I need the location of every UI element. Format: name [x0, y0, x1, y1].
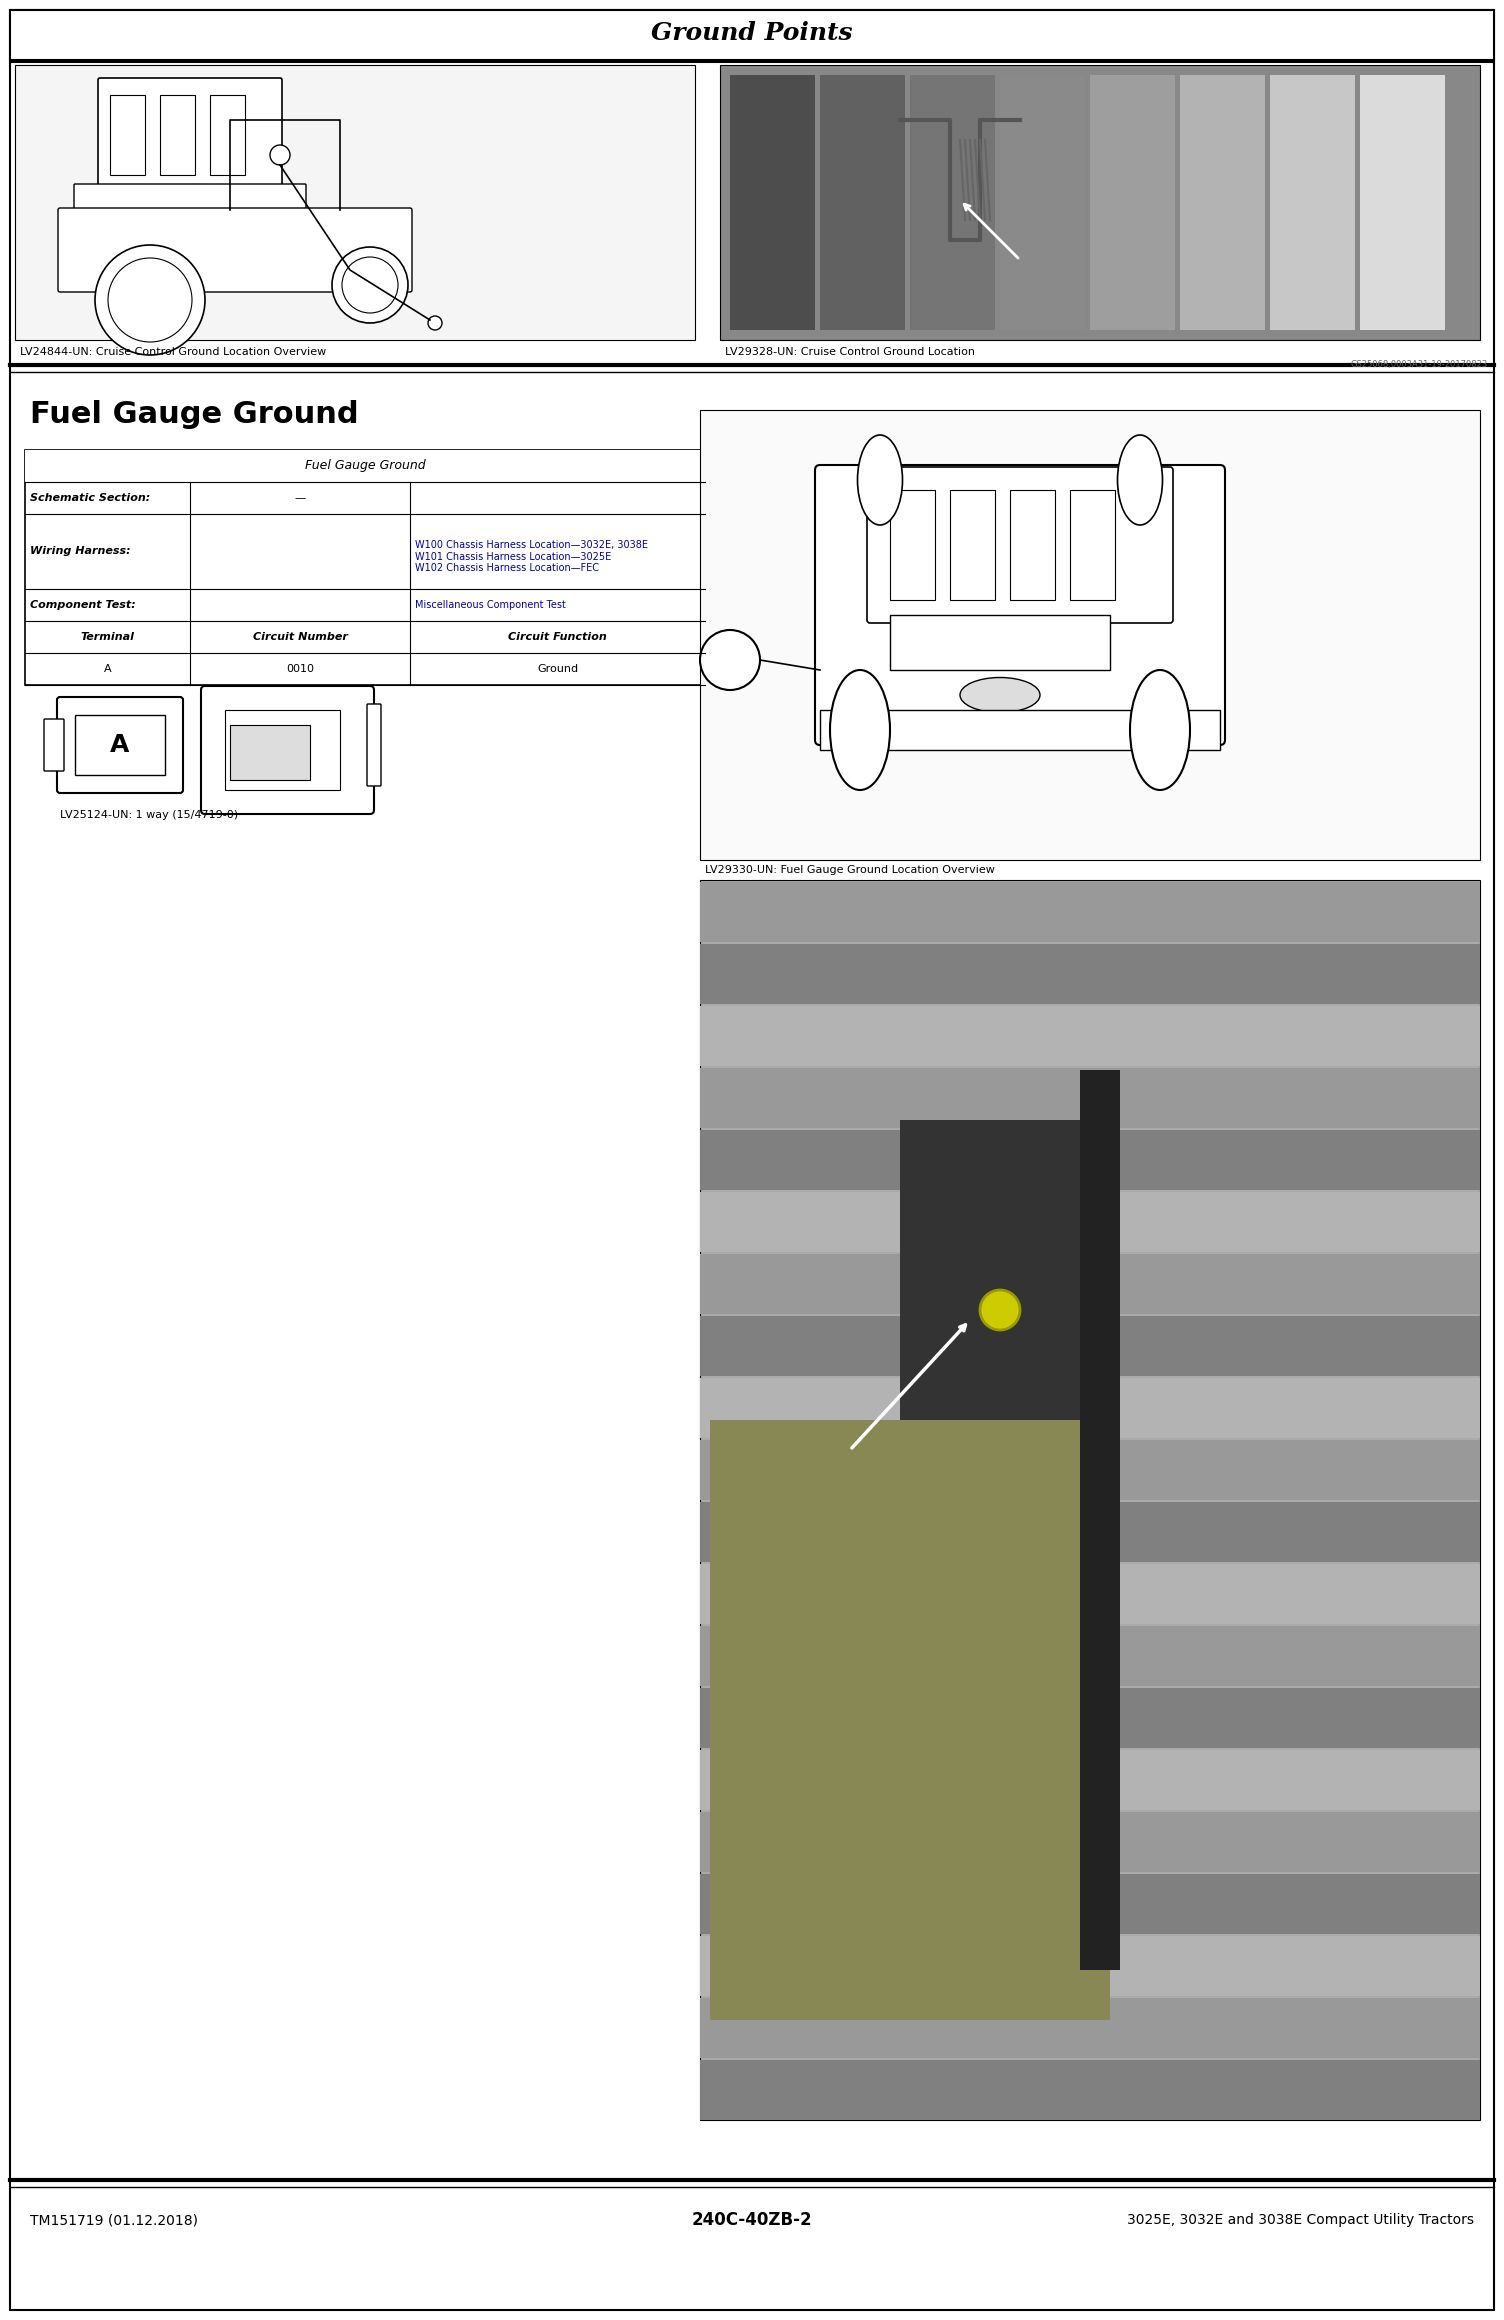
Bar [699, 1875, 1480, 1935]
Text: —: — [295, 494, 305, 503]
Bar [1181, 74, 1265, 329]
Text: Terminal: Terminal [81, 631, 134, 643]
Bar [710, 1420, 1110, 2021]
Circle shape [981, 1290, 1020, 1329]
Text: Circuit Function: Circuit Function [508, 631, 608, 643]
Bar [1269, 74, 1355, 329]
Bar [1011, 490, 1054, 601]
Text: LV24844-UN: Cruise Control Ground Location Overview: LV24844-UN: Cruise Control Ground Locati… [20, 348, 326, 357]
Bar [1080, 1070, 1120, 1970]
Text: GS25068,0003A31-19-20170823: GS25068,0003A31-19-20170823 [1351, 360, 1487, 369]
Text: Component Test:: Component Test: [30, 601, 135, 610]
FancyBboxPatch shape [202, 687, 374, 814]
Bar [699, 1130, 1480, 1190]
Bar [211, 95, 245, 174]
FancyBboxPatch shape [815, 464, 1224, 745]
Text: Circuit Number: Circuit Number [253, 631, 347, 643]
Bar [26, 450, 705, 483]
Text: A: A [104, 664, 111, 675]
Bar [699, 1378, 1480, 1438]
Text: W100 Chassis Harness Location—3032E, 3038E
W101 Chassis Harness Location—3025E
W: W100 Chassis Harness Location—3032E, 303… [415, 541, 648, 573]
Bar [75, 715, 165, 775]
Bar [699, 2060, 1480, 2120]
Bar [699, 411, 1480, 861]
Bar [230, 724, 310, 780]
Circle shape [341, 258, 399, 313]
Text: Fuel Gauge Ground: Fuel Gauge Ground [305, 459, 426, 473]
Circle shape [429, 316, 442, 329]
Bar [699, 1255, 1480, 1313]
Bar [890, 615, 1110, 670]
Bar [159, 95, 196, 174]
Bar [1360, 74, 1445, 329]
Ellipse shape [1130, 670, 1190, 791]
Bar [226, 710, 340, 791]
Text: Ground: Ground [537, 664, 578, 675]
Text: TM151719 (01.12.2018): TM151719 (01.12.2018) [30, 2213, 199, 2227]
Bar [820, 74, 905, 329]
FancyBboxPatch shape [367, 703, 381, 786]
Bar [699, 1935, 1480, 1995]
Text: LV29330-UN: Fuel Gauge Ground Location Overview: LV29330-UN: Fuel Gauge Ground Location O… [705, 865, 994, 875]
Bar [951, 490, 996, 601]
Circle shape [108, 258, 193, 341]
FancyBboxPatch shape [866, 466, 1173, 624]
Text: 3025E, 3032E and 3038E Compact Utility Tractors: 3025E, 3032E and 3038E Compact Utility T… [1126, 2213, 1474, 2227]
Circle shape [271, 144, 290, 165]
FancyBboxPatch shape [59, 209, 412, 292]
Bar [699, 1626, 1480, 1687]
Bar [699, 1501, 1480, 1561]
Text: Ground Points: Ground Points [651, 21, 853, 44]
Text: LV29328-UN: Cruise Control Ground Location: LV29328-UN: Cruise Control Ground Locati… [725, 348, 975, 357]
Text: Wiring Harness:: Wiring Harness: [30, 548, 131, 557]
Bar [110, 95, 144, 174]
Bar [820, 710, 1220, 749]
Bar [699, 1998, 1480, 2058]
Circle shape [95, 246, 205, 355]
Bar [699, 1749, 1480, 1810]
Bar [699, 944, 1480, 1005]
FancyBboxPatch shape [74, 183, 305, 220]
Bar [699, 879, 1480, 2120]
Bar [699, 1067, 1480, 1128]
Bar [699, 1441, 1480, 1501]
Bar [910, 74, 996, 329]
Bar [11, 9, 1493, 60]
Ellipse shape [1117, 436, 1163, 524]
Text: 240C-40ZB-2: 240C-40ZB-2 [692, 2211, 812, 2230]
Bar [699, 1564, 1480, 1624]
Bar [699, 1192, 1480, 1253]
Bar [699, 1315, 1480, 1376]
Bar [720, 65, 1480, 341]
Bar [15, 65, 695, 341]
Text: Miscellaneous Component Test: Miscellaneous Component Test [415, 601, 566, 610]
Text: Schematic Section:: Schematic Section: [30, 494, 150, 503]
Bar [699, 1812, 1480, 1872]
Bar [1000, 74, 1084, 329]
FancyBboxPatch shape [44, 719, 65, 770]
Text: Fuel Gauge Ground: Fuel Gauge Ground [30, 399, 358, 429]
Bar [729, 74, 815, 329]
Ellipse shape [857, 436, 902, 524]
Bar [890, 490, 935, 601]
Text: 0010: 0010 [286, 664, 314, 675]
Circle shape [332, 246, 408, 322]
Circle shape [699, 631, 760, 689]
Bar [699, 1689, 1480, 1747]
Bar [1069, 490, 1114, 601]
FancyBboxPatch shape [57, 696, 183, 793]
Text: LV25124-UN: 1 way (15/4719-0): LV25124-UN: 1 way (15/4719-0) [60, 810, 238, 819]
Ellipse shape [960, 677, 1039, 712]
Bar [699, 1007, 1480, 1065]
Ellipse shape [830, 670, 890, 791]
Bar [1090, 74, 1175, 329]
Bar [899, 1121, 1099, 1520]
Text: A: A [110, 733, 129, 756]
Bar [26, 450, 705, 684]
FancyBboxPatch shape [98, 79, 283, 193]
Bar [699, 882, 1480, 942]
